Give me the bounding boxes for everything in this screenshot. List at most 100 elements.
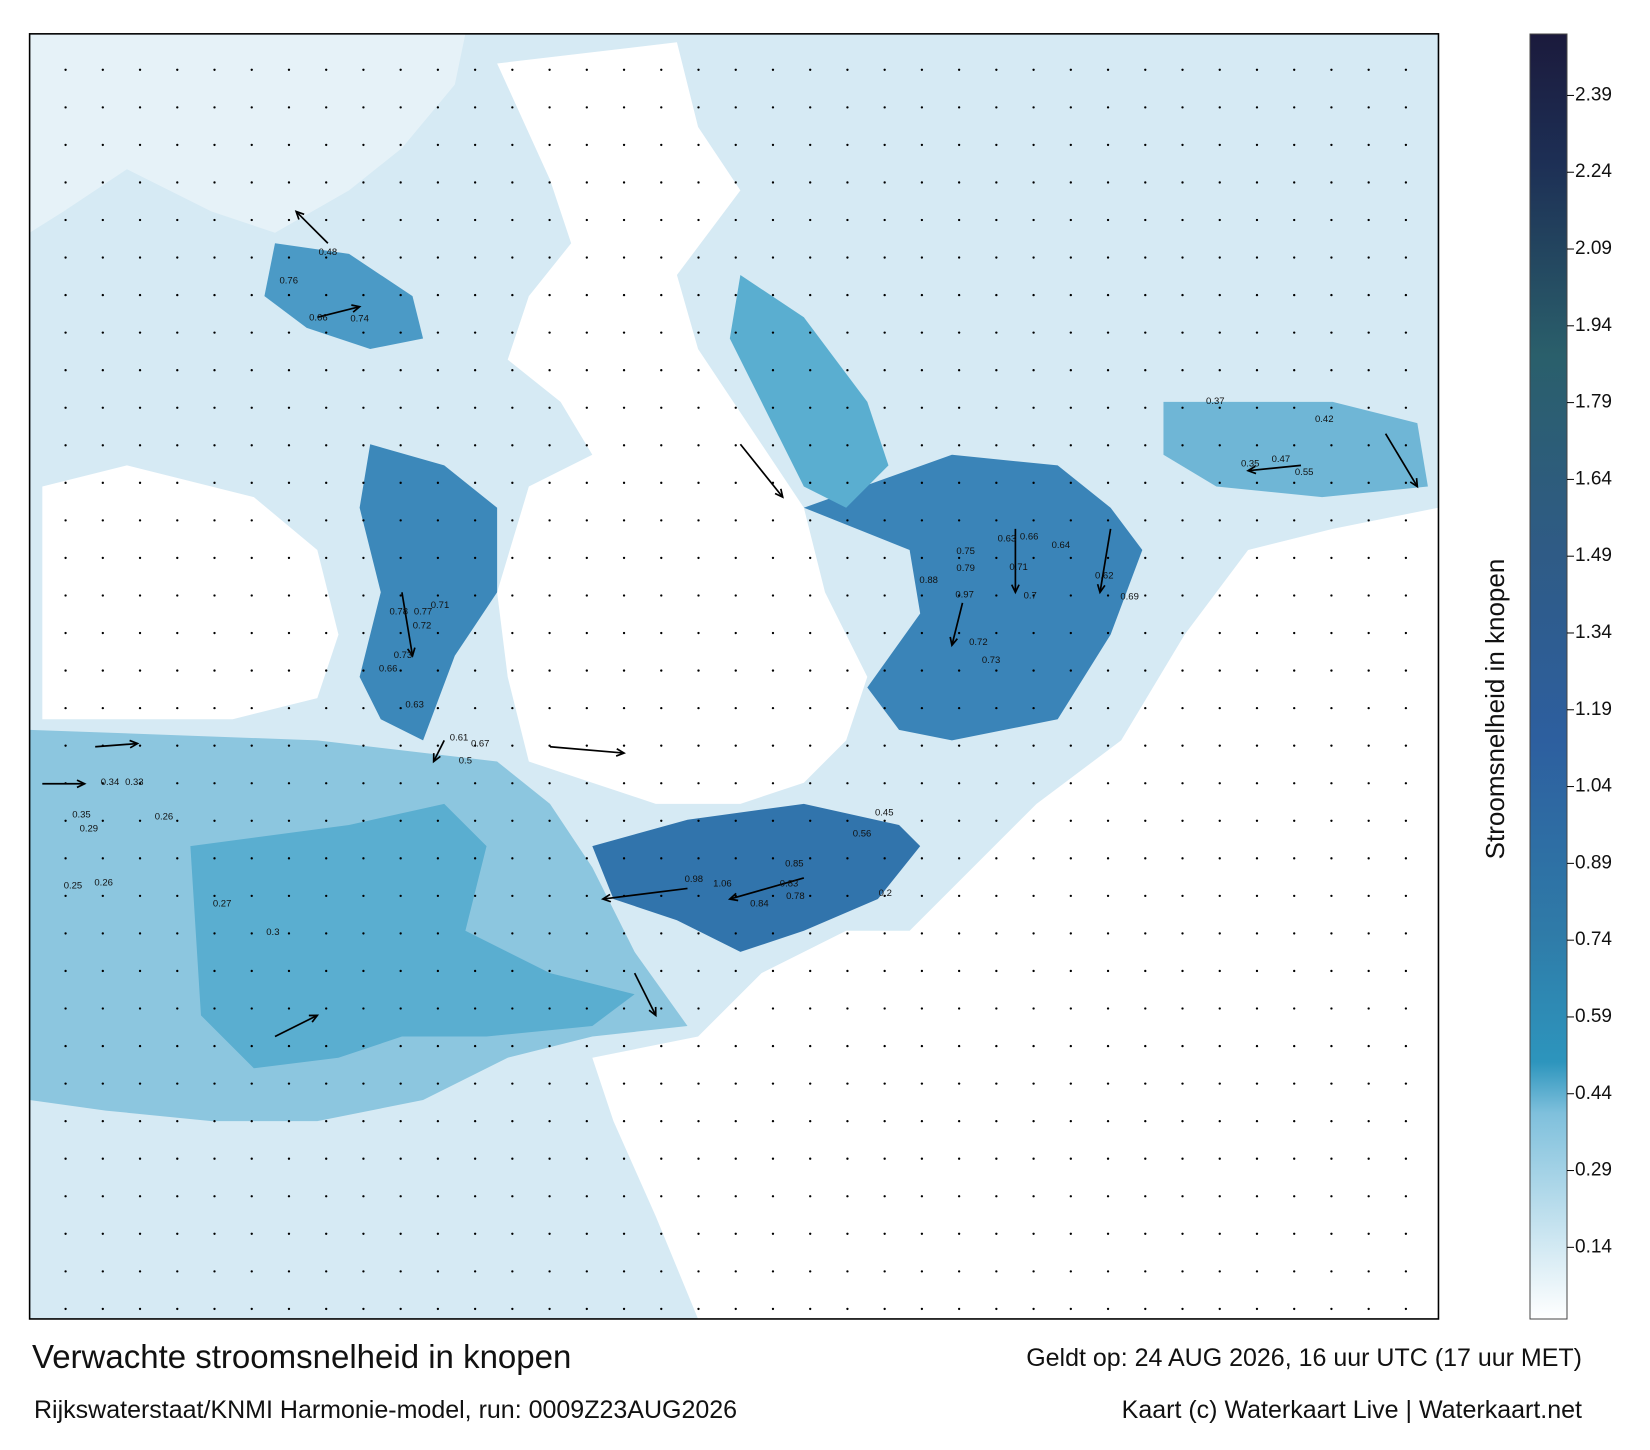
grid-dot bbox=[920, 1044, 924, 1048]
grid-dot bbox=[957, 706, 961, 710]
grid-dot bbox=[622, 1157, 626, 1160]
grid-dot bbox=[622, 631, 626, 635]
grid-dot bbox=[1367, 1007, 1370, 1010]
grid-dot bbox=[1069, 556, 1072, 560]
grid-dot bbox=[957, 369, 961, 372]
grid-dot bbox=[1330, 894, 1333, 898]
grid-dot bbox=[1106, 331, 1110, 334]
grid-dot bbox=[287, 556, 291, 560]
grid-dot bbox=[473, 331, 477, 334]
current-label: 0.33 bbox=[125, 777, 144, 788]
grid-dot bbox=[1069, 782, 1072, 785]
grid-dot bbox=[1330, 519, 1333, 522]
grid-dot bbox=[846, 331, 849, 334]
grid-dot bbox=[734, 631, 737, 635]
grid-dot bbox=[399, 444, 402, 447]
grid-dot bbox=[548, 556, 551, 560]
grid-dot bbox=[920, 556, 924, 560]
grid-dot bbox=[1293, 1157, 1296, 1160]
grid-dot bbox=[1032, 331, 1035, 334]
grid-dot bbox=[436, 594, 440, 597]
grid-dot bbox=[809, 1044, 812, 1048]
grid-dot bbox=[771, 181, 775, 184]
grid-dot bbox=[734, 669, 737, 672]
arrow-head bbox=[615, 748, 626, 757]
grid-dot bbox=[1218, 669, 1221, 672]
grid-dot bbox=[1181, 1007, 1184, 1010]
grid-dot bbox=[213, 1007, 216, 1010]
grid-dot bbox=[138, 1119, 142, 1123]
colorbar bbox=[1529, 33, 1568, 1320]
grid-dot bbox=[1404, 969, 1408, 973]
grid-dot bbox=[771, 293, 775, 297]
grid-dot bbox=[995, 932, 998, 935]
grid-dot bbox=[1144, 106, 1147, 109]
grid-dot bbox=[511, 1307, 514, 1311]
grid-dot bbox=[287, 594, 291, 597]
grid-dot bbox=[622, 519, 626, 522]
grid-dot bbox=[1404, 819, 1408, 822]
grid-dot bbox=[64, 857, 67, 860]
grid-dot bbox=[734, 556, 737, 560]
grid-dot bbox=[920, 782, 924, 785]
grid-dot bbox=[176, 631, 179, 635]
grid-dot bbox=[1404, 932, 1408, 935]
grid-dot bbox=[511, 556, 514, 560]
grid-dot bbox=[1330, 782, 1333, 785]
grid-dot bbox=[1181, 669, 1184, 672]
current-label: 0.63 bbox=[998, 534, 1017, 545]
grid-dot bbox=[362, 894, 365, 898]
grid-dot bbox=[101, 181, 104, 184]
grid-dot bbox=[585, 256, 588, 259]
grid-dot bbox=[1106, 1232, 1110, 1235]
grid-dot bbox=[287, 181, 291, 184]
grid-dot bbox=[809, 519, 812, 522]
grid-dot bbox=[138, 894, 142, 898]
grid-dot bbox=[362, 1157, 365, 1160]
grid-dot bbox=[213, 932, 216, 935]
grid-dot bbox=[548, 631, 551, 635]
grid-dot bbox=[287, 1082, 291, 1085]
grid-dot bbox=[734, 519, 737, 522]
grid-dot bbox=[771, 1044, 775, 1048]
grid-dot bbox=[995, 293, 998, 297]
grid-dot bbox=[1330, 406, 1333, 409]
grid-dot bbox=[920, 481, 924, 485]
grid-dot bbox=[1330, 1157, 1333, 1160]
grid-dot bbox=[213, 669, 216, 672]
grid-dot bbox=[64, 1082, 67, 1085]
grid-dot bbox=[809, 444, 812, 447]
grid-dot bbox=[213, 744, 216, 747]
grid-dot bbox=[176, 744, 179, 747]
current-label: 0.48 bbox=[319, 247, 338, 258]
grid-dot bbox=[697, 1044, 700, 1048]
grid-dot bbox=[771, 519, 775, 522]
grid-dot bbox=[585, 1232, 588, 1235]
grid-dot bbox=[1106, 256, 1110, 259]
grid-dot bbox=[213, 369, 216, 372]
grid-dot bbox=[920, 1007, 924, 1010]
colorbar-tick-label: 1.19 bbox=[1575, 699, 1612, 720]
grid-dot bbox=[1367, 1307, 1370, 1311]
grid-dot bbox=[436, 932, 440, 935]
grid-dot bbox=[697, 444, 700, 447]
grid-dot bbox=[846, 218, 849, 222]
grid-dot bbox=[771, 1007, 775, 1010]
grid-dot bbox=[436, 369, 440, 372]
grid-dot bbox=[995, 894, 998, 898]
grid-dot bbox=[325, 406, 328, 409]
grid-dot bbox=[1404, 1007, 1408, 1010]
grid-dot bbox=[660, 819, 663, 822]
grid-dot bbox=[548, 1119, 551, 1123]
grid-dot bbox=[325, 143, 328, 147]
grid-dot bbox=[64, 181, 67, 184]
grid-dot bbox=[1330, 1195, 1333, 1198]
grid-dot bbox=[1032, 481, 1035, 485]
grid-dot bbox=[436, 481, 440, 485]
grid-dot bbox=[287, 68, 291, 71]
grid-dot bbox=[957, 519, 961, 522]
grid-dot bbox=[1255, 143, 1259, 147]
grid-dot bbox=[362, 594, 365, 597]
grid-dot bbox=[473, 1082, 477, 1085]
grid-dot bbox=[176, 1232, 179, 1235]
